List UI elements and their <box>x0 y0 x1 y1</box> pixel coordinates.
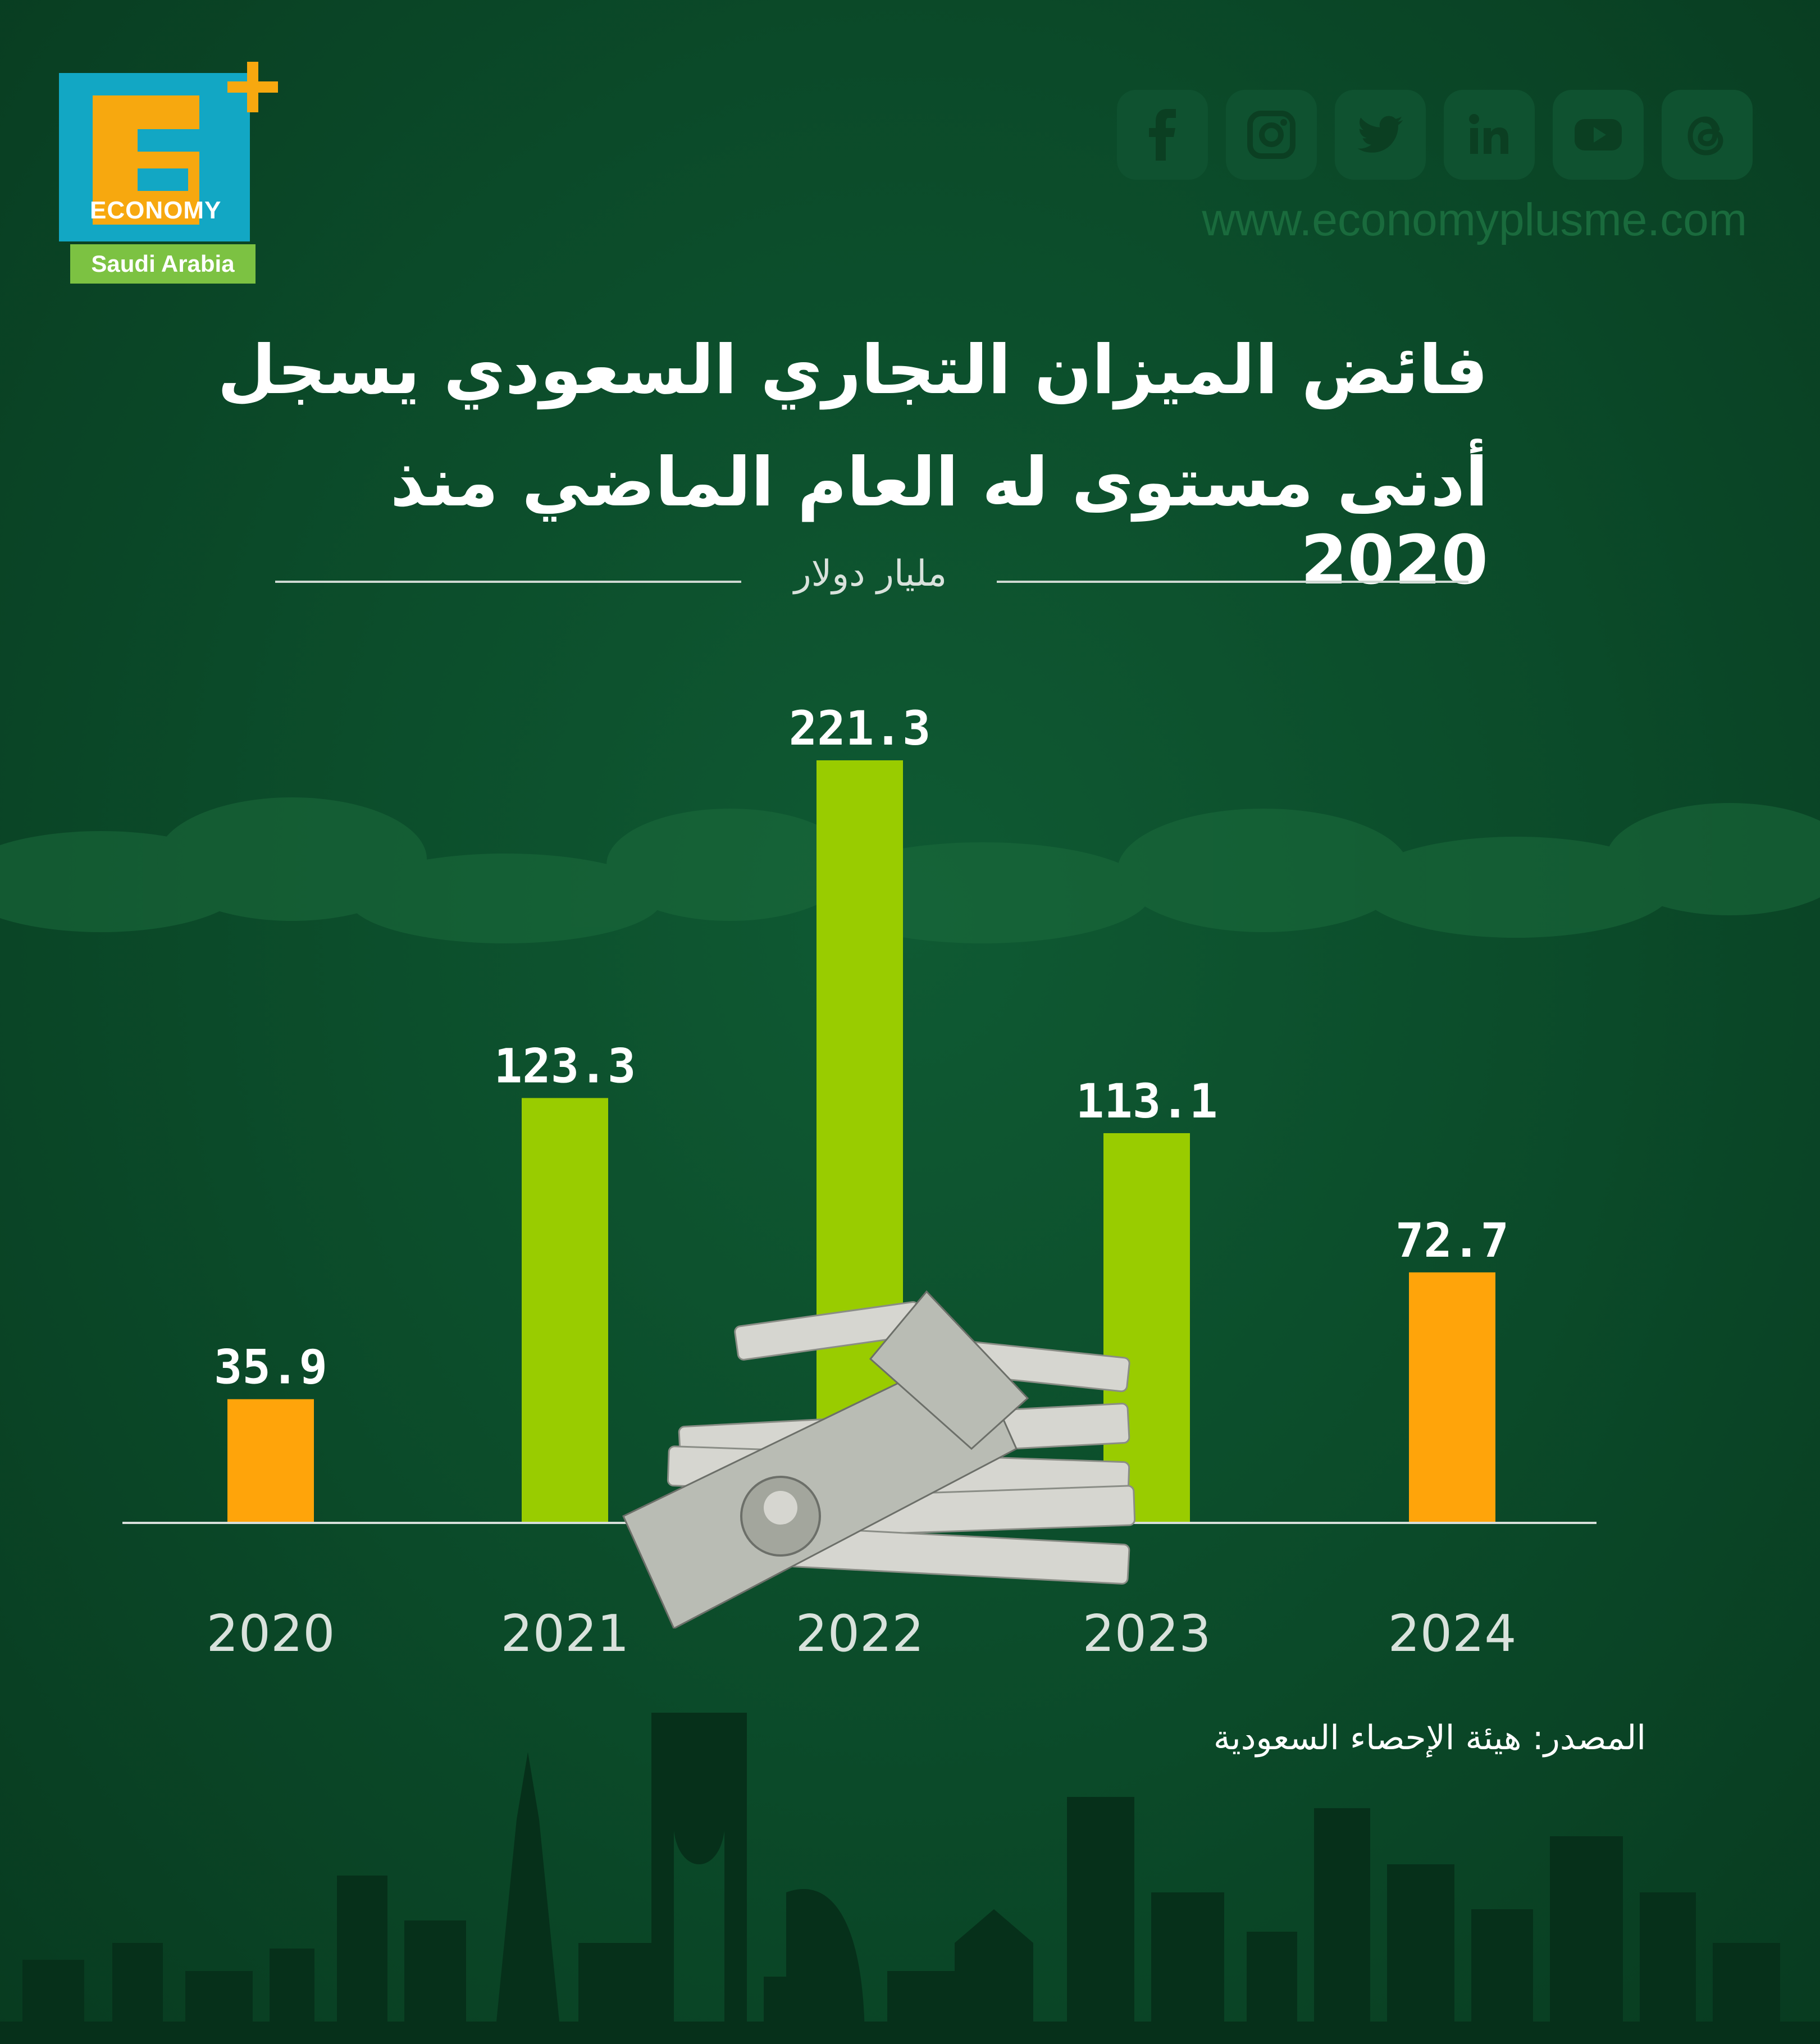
bar-2023 <box>1103 1133 1190 1523</box>
unit-divider-right <box>997 581 1468 583</box>
source-note: المصدر: هيئة الإحصاء السعودية <box>1213 1718 1646 1758</box>
value-label-2022: 221.3 <box>789 701 931 756</box>
x-tick-2020: 2020 <box>206 1604 335 1663</box>
title-line-1: فائض الميزان التجاري السعودي يسجل <box>217 331 1488 409</box>
youtube-icon[interactable] <box>1553 90 1644 180</box>
unit-divider-left <box>275 581 741 583</box>
x-tick-2022: 2022 <box>795 1604 924 1663</box>
bar-2021 <box>522 1098 608 1523</box>
bar-2024 <box>1409 1272 1495 1523</box>
money-stack-illustration <box>622 1290 1136 1628</box>
x-tick-2023: 2023 <box>1082 1604 1211 1663</box>
plus-icon <box>227 62 278 112</box>
bar-chart: 35.9 2020 123.3 2021 221.3 2022 113.1 2023 72.7 2… <box>206 701 1516 1663</box>
threads-icon[interactable] <box>1662 90 1753 180</box>
logo-letter-e <box>93 95 199 225</box>
website-url[interactable]: www.economyplusme.com <box>1202 194 1747 245</box>
instagram-icon[interactable] <box>1226 90 1317 180</box>
twitter-icon[interactable] <box>1335 90 1426 180</box>
linkedin-icon[interactable] <box>1444 90 1535 180</box>
value-label-2024: 72.7 <box>1395 1213 1509 1268</box>
logo-region: Saudi Arabia <box>70 244 256 284</box>
riyadh-skyline-silhouette <box>0 1713 1820 2044</box>
logo-word: ECONOMY <box>90 197 222 224</box>
title-line-2: أدنى مستوى له العام الماضي منذ 2020 <box>390 444 1488 600</box>
x-tick-2024: 2024 <box>1388 1604 1516 1663</box>
facebook-icon[interactable] <box>1117 90 1208 180</box>
social-links <box>1117 90 1753 180</box>
value-label-2020: 35.9 <box>214 1340 327 1395</box>
economy-plus-logo: ECONOMY Saudi Arabia <box>59 62 278 292</box>
cloud-band <box>0 797 1820 943</box>
unit-label: مليار دولار <box>793 553 947 595</box>
value-label-2021: 123.3 <box>494 1038 636 1093</box>
value-label-2023: 113.1 <box>1076 1074 1218 1129</box>
bar-2020 <box>227 1399 314 1523</box>
x-tick-2021: 2021 <box>500 1604 629 1663</box>
